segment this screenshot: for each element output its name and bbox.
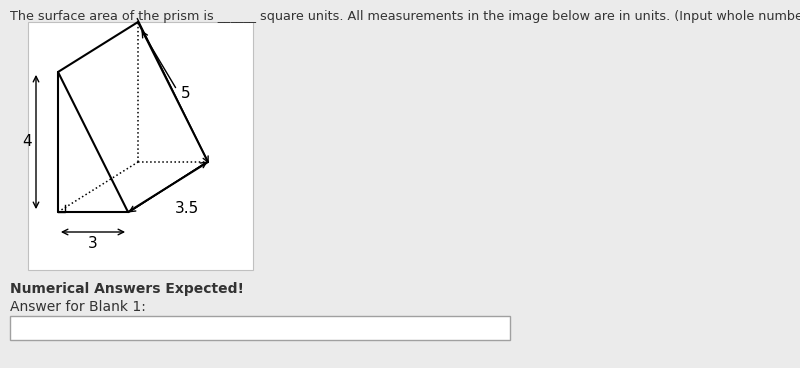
Text: Numerical Answers Expected!: Numerical Answers Expected! (10, 282, 244, 296)
Text: Answer for Blank 1:: Answer for Blank 1: (10, 300, 146, 314)
Text: The surface area of the prism is ______ square units. All measurements in the im: The surface area of the prism is ______ … (10, 10, 800, 23)
Text: 4: 4 (22, 134, 32, 149)
Text: 3.5: 3.5 (175, 201, 199, 216)
Text: 3: 3 (88, 236, 98, 251)
Text: 5: 5 (181, 86, 190, 102)
Bar (10, 316, 510, 340)
Bar (28, 22, 253, 270)
